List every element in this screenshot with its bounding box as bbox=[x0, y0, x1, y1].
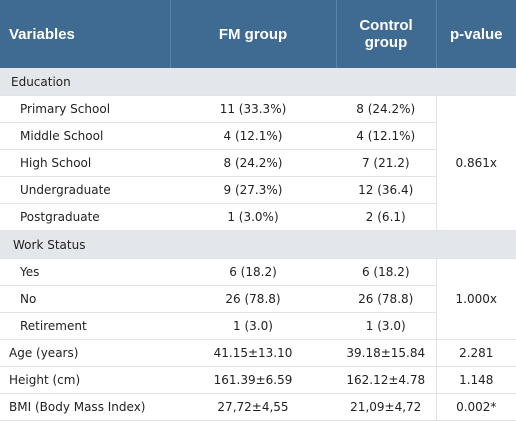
p-value-cell: 2.281 bbox=[436, 339, 516, 367]
table-row: Middle School 4 (12.1%) 4 (12.1%) bbox=[0, 122, 516, 150]
control-value: 8 (24.2%) bbox=[336, 95, 437, 123]
header-row: Variables FM group Control group p-value bbox=[0, 0, 516, 68]
section-row-work-status: Work Status bbox=[0, 230, 516, 259]
header-control-group: Control group bbox=[336, 0, 437, 68]
control-value: 1 (3.0) bbox=[336, 312, 437, 340]
table-row: Undergraduate 9 (27.3%) 12 (36.4) bbox=[0, 176, 516, 204]
table-row: Age (years) 41.15±13.10 39.18±15.84 2.28… bbox=[0, 339, 516, 367]
fm-value: 6 (18.2) bbox=[170, 258, 336, 286]
row-label: Undergraduate bbox=[0, 176, 170, 204]
table-row: Primary School 11 (33.3%) 8 (24.2%) 0.86… bbox=[0, 95, 516, 231]
table-row: High School 8 (24.2%) 7 (21.2) bbox=[0, 149, 516, 177]
fm-value: 11 (33.3%) bbox=[170, 95, 336, 123]
table-row: Height (cm) 161.39±6.59 162.12±4.78 1.14… bbox=[0, 366, 516, 394]
table-row: Yes 6 (18.2) 6 (18.2) 1.000x bbox=[0, 258, 516, 340]
table-row: Retirement 1 (3.0) 1 (3.0) bbox=[0, 312, 516, 340]
row-label: Middle School bbox=[0, 122, 170, 150]
row-label: BMI (Body Mass Index) bbox=[0, 393, 170, 421]
section-label: Education bbox=[0, 68, 516, 96]
row-label: Height (cm) bbox=[0, 366, 170, 394]
table-row: Postgraduate 1 (3.0%) 2 (6.1) bbox=[0, 203, 516, 231]
row-label: Primary School bbox=[0, 95, 170, 123]
control-value: 7 (21.2) bbox=[336, 149, 437, 177]
fm-value: 8 (24.2%) bbox=[170, 149, 336, 177]
control-value: 4 (12.1%) bbox=[336, 122, 437, 150]
control-value: 39.18±15.84 bbox=[336, 339, 437, 367]
row-label: High School bbox=[0, 149, 170, 177]
header-variables: Variables bbox=[0, 0, 171, 68]
fm-value: 27,72±4,55 bbox=[170, 393, 336, 421]
fm-value: 26 (78.8) bbox=[170, 285, 336, 313]
p-value-cell: 0.002* bbox=[436, 393, 516, 421]
fm-value: 1 (3.0) bbox=[170, 312, 336, 340]
control-value: 2 (6.1) bbox=[336, 203, 437, 231]
row-label: No bbox=[0, 285, 170, 313]
control-value: 12 (36.4) bbox=[336, 176, 437, 204]
control-value: 26 (78.8) bbox=[336, 285, 437, 313]
row-label: Yes bbox=[0, 258, 170, 286]
row-label: Age (years) bbox=[0, 339, 170, 367]
header-p-value: p-value bbox=[436, 0, 516, 68]
p-value-cell: 0.861x bbox=[436, 95, 516, 231]
control-value: 6 (18.2) bbox=[336, 258, 437, 286]
header-fm-group: FM group bbox=[170, 0, 337, 68]
fm-value: 41.15±13.10 bbox=[170, 339, 336, 367]
table-row: BMI (Body Mass Index) 27,72±4,55 21,09±4… bbox=[0, 393, 516, 421]
row-label: Retirement bbox=[0, 312, 170, 340]
p-value-cell: 1.000x bbox=[436, 258, 516, 340]
section-row-education: Education bbox=[0, 68, 516, 96]
fm-value: 161.39±6.59 bbox=[170, 366, 336, 394]
table-row: No 26 (78.8) 26 (78.8) bbox=[0, 285, 516, 313]
p-value-cell: 1.148 bbox=[436, 366, 516, 394]
fm-value: 9 (27.3%) bbox=[170, 176, 336, 204]
fm-value: 1 (3.0%) bbox=[170, 203, 336, 231]
control-value: 162.12±4.78 bbox=[336, 366, 437, 394]
fm-value: 4 (12.1%) bbox=[170, 122, 336, 150]
control-value: 21,09±4,72 bbox=[336, 393, 437, 421]
row-label: Postgraduate bbox=[0, 203, 170, 231]
section-label: Work Status bbox=[0, 230, 516, 259]
